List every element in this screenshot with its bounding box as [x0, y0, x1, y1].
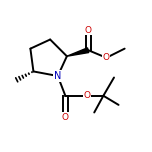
- Polygon shape: [67, 48, 89, 56]
- Text: O: O: [83, 91, 90, 100]
- Text: N: N: [54, 71, 61, 81]
- Text: O: O: [62, 112, 69, 122]
- Text: O: O: [85, 26, 92, 35]
- Text: O: O: [103, 53, 110, 62]
